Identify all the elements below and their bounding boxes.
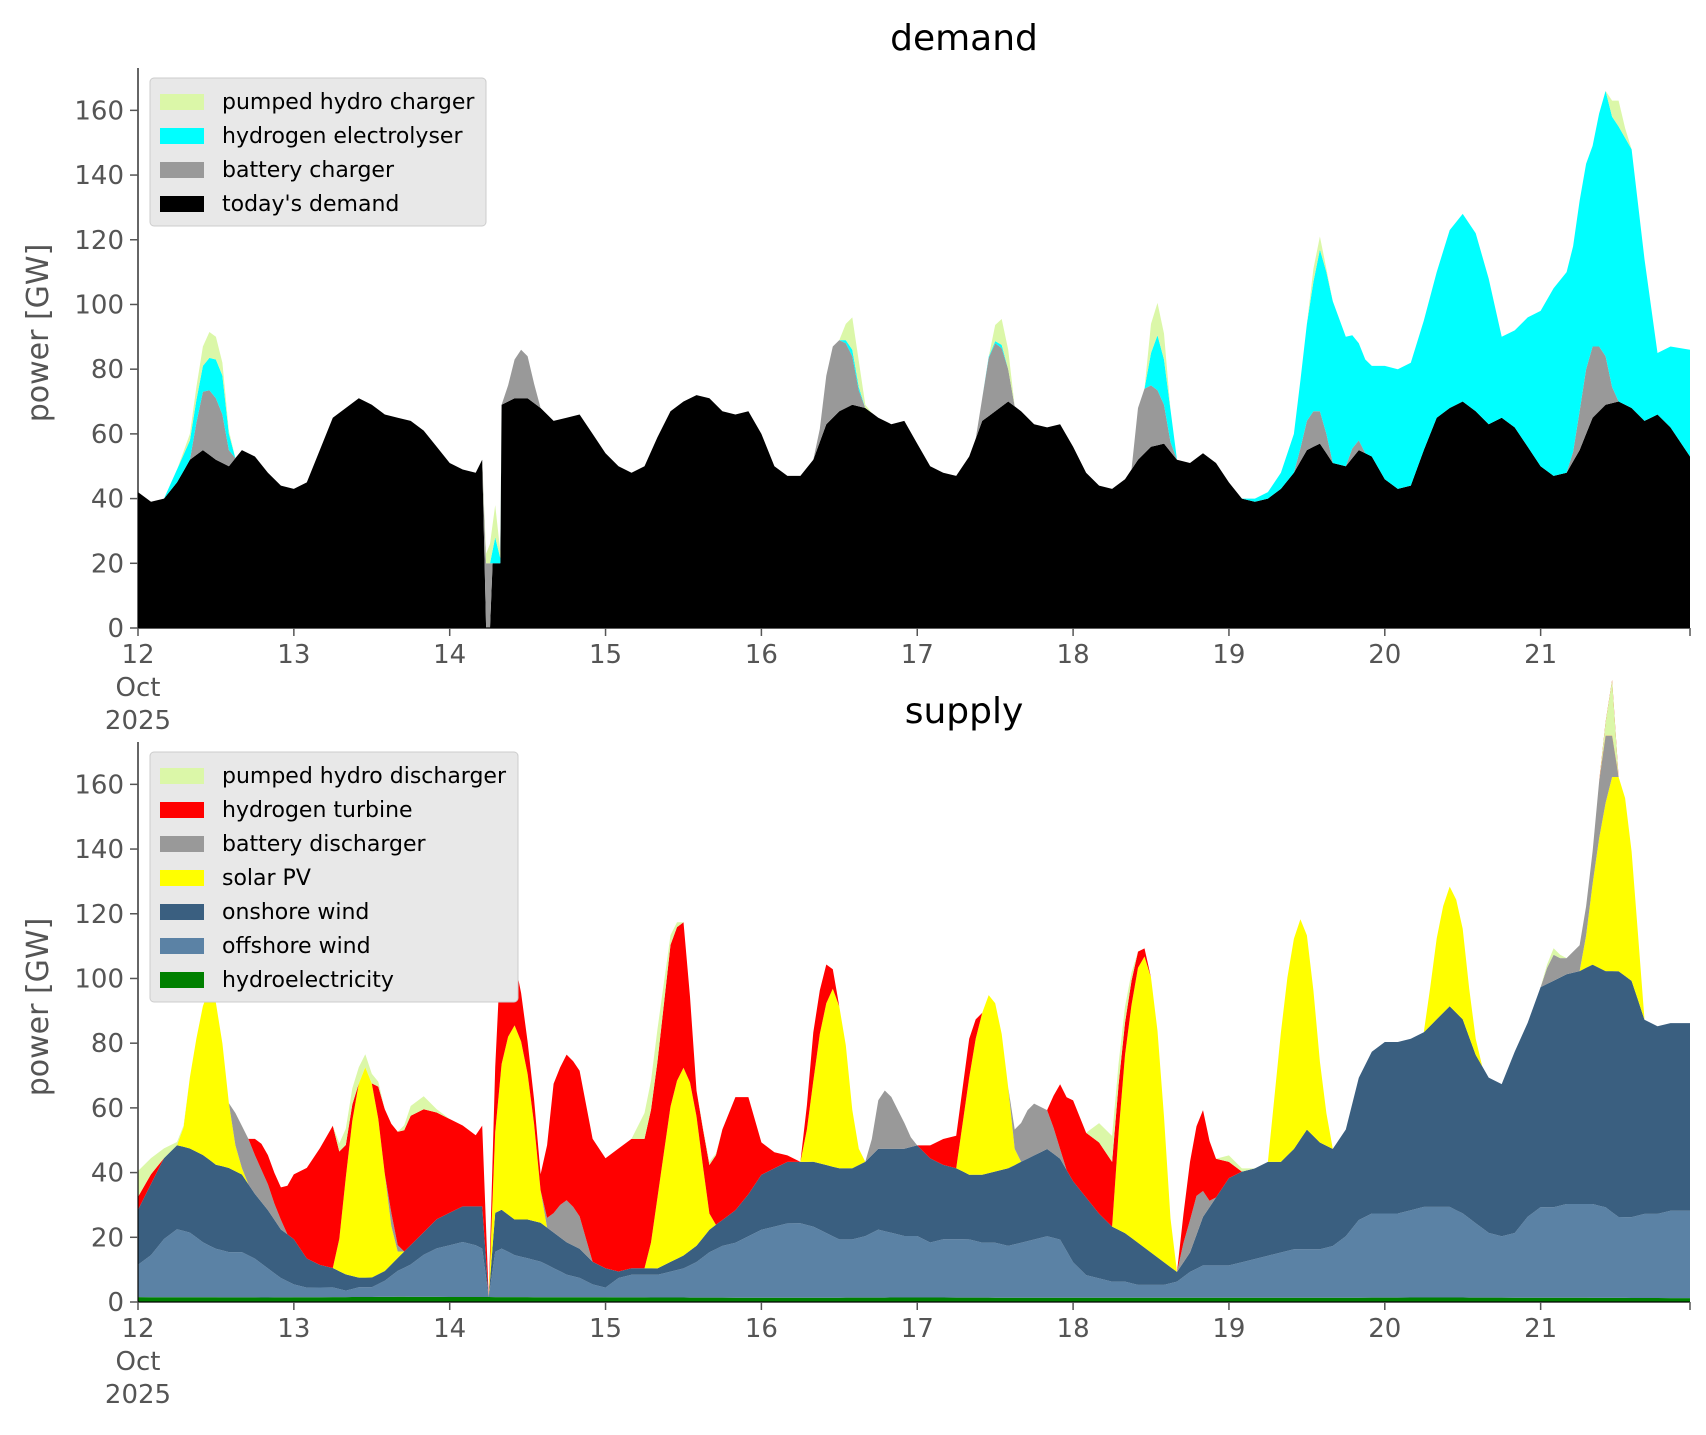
x-tick-label: 15 <box>589 640 622 670</box>
y-tick-label: 20 <box>91 549 124 579</box>
y-tick-label: 20 <box>91 1223 124 1253</box>
y-tick-label: 160 <box>74 96 124 126</box>
x-tick-label: 21 <box>1524 1314 1557 1344</box>
legend-label-solar-pv: solar PV <box>222 866 311 891</box>
legend-box <box>149 77 487 227</box>
y-axis-label: power [GW] <box>21 918 56 1097</box>
y-tick-label: 100 <box>74 964 124 994</box>
x-tick-label: 17 <box>901 640 934 670</box>
x-tick-month-label: Oct <box>116 673 161 703</box>
y-tick-label: 140 <box>74 161 124 191</box>
x-tick-label: 16 <box>745 1314 778 1344</box>
y-tick-label: 120 <box>74 226 124 256</box>
chart-title: supply <box>905 691 1024 732</box>
legend-label-onshore-wind: onshore wind <box>222 900 369 925</box>
y-tick-label: 0 <box>107 1288 124 1318</box>
x-tick-label: 13 <box>277 1314 310 1344</box>
y-tick-label: 80 <box>91 355 124 385</box>
legend-swatch-hydroelectricity <box>160 972 204 988</box>
legend-swatch-solar-pv <box>160 870 204 886</box>
x-tick-label: 19 <box>1212 640 1245 670</box>
legend-label-hydrogen-electrolyser: hydrogen electrolyser <box>222 124 463 149</box>
area-hydroelectricity <box>138 1296 1690 1302</box>
x-tick-label: 15 <box>589 1314 622 1344</box>
area-onshore-wind <box>138 964 1690 1297</box>
area-today-s-demand <box>138 395 1690 628</box>
x-tick-label: 16 <box>745 640 778 670</box>
legend-label-hydrogen-turbine: hydrogen turbine <box>222 798 413 823</box>
x-tick-year-label: 2025 <box>105 706 171 736</box>
y-tick-label: 60 <box>91 420 124 450</box>
legend: pumped hydro discharger hydrogen turbine b… <box>149 751 519 1003</box>
stacked-areas <box>138 680 1690 1302</box>
area-solar-pv <box>138 777 1690 1297</box>
legend-label-today-s-demand: today's demand <box>222 192 399 217</box>
area-offshore-wind <box>138 1204 1690 1299</box>
x-tick-label: 17 <box>901 1314 934 1344</box>
x-tick-label: 19 <box>1212 1314 1245 1344</box>
legend-swatch-battery-charger <box>160 162 204 178</box>
legend-swatch-battery-discharger <box>160 836 204 852</box>
legend-label-pumped-hydro-charger: pumped hydro charger <box>222 90 475 115</box>
y-tick-label: 0 <box>107 614 124 644</box>
x-tick-label: 12 <box>121 640 154 670</box>
y-axis-label: power [GW] <box>21 244 56 423</box>
stacked-areas <box>138 90 1690 628</box>
x-tick-label: 18 <box>1057 640 1090 670</box>
x-tick-label: 12 <box>121 1314 154 1344</box>
x-tick-label: 14 <box>433 1314 466 1344</box>
area-hydrogen-turbine <box>138 680 1690 1297</box>
x-tick-month-label: Oct <box>116 1347 161 1377</box>
x-tick-label: 18 <box>1057 1314 1090 1344</box>
x-tick-label: 20 <box>1368 640 1401 670</box>
x-tick-label: 14 <box>433 640 466 670</box>
y-tick-label: 100 <box>74 290 124 320</box>
y-tick-label: 80 <box>91 1029 124 1059</box>
chart-title: demand <box>890 18 1038 59</box>
y-tick-label: 40 <box>91 1159 124 1189</box>
x-tick-label: 20 <box>1368 1314 1401 1344</box>
legend-box <box>149 751 519 1003</box>
legend-label-battery-charger: battery charger <box>222 158 395 183</box>
x-tick-label: 13 <box>277 640 310 670</box>
legend-swatch-offshore-wind <box>160 938 204 954</box>
legend-swatch-hydrogen-turbine <box>160 802 204 818</box>
y-tick-label: 120 <box>74 900 124 930</box>
legend-swatch-pumped-hydro-charger <box>160 94 204 110</box>
legend-label-pumped-hydro-discharger: pumped hydro discharger <box>222 764 507 789</box>
legend-label-battery-discharger: battery discharger <box>222 832 427 857</box>
y-tick-label: 60 <box>91 1094 124 1124</box>
legend-label-hydroelectricity: hydroelectricity <box>222 968 394 993</box>
legend-swatch-hydrogen-electrolyser <box>160 128 204 144</box>
y-tick-label: 160 <box>74 770 124 800</box>
legend-swatch-today-s-demand <box>160 196 204 212</box>
legend-label-offshore-wind: offshore wind <box>222 934 371 959</box>
x-tick-year-label: 2025 <box>105 1380 171 1410</box>
legend: pumped hydro charger hydrogen electrolyse… <box>149 77 487 227</box>
x-tick-label: 21 <box>1524 640 1557 670</box>
legend-swatch-pumped-hydro-discharger <box>160 768 204 784</box>
legend-swatch-onshore-wind <box>160 904 204 920</box>
y-tick-label: 40 <box>91 485 124 515</box>
y-tick-label: 140 <box>74 835 124 865</box>
